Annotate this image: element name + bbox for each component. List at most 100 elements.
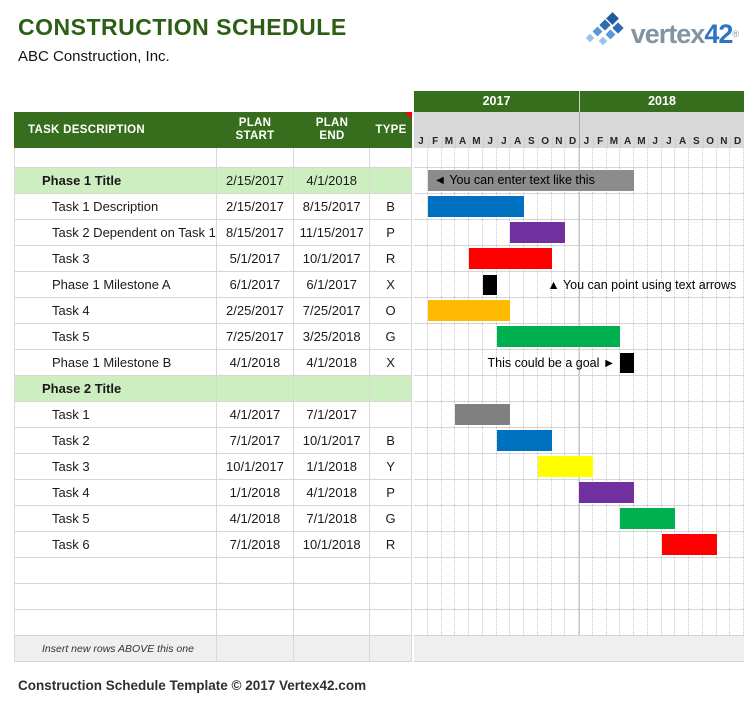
- plan-end-cell[interactable]: 4/1/2018: [294, 168, 371, 193]
- milestone-marker[interactable]: [620, 353, 634, 373]
- month-grid-cell: [565, 636, 579, 661]
- gantt-bar[interactable]: [510, 222, 566, 243]
- task-description-cell[interactable]: [15, 558, 217, 583]
- type-cell[interactable]: O: [370, 298, 413, 323]
- gantt-bar[interactable]: [661, 534, 717, 555]
- plan-end-cell[interactable]: 10/1/2018: [294, 532, 371, 557]
- task-description-cell[interactable]: Task 2 Dependent on Task 1: [15, 220, 217, 245]
- plan-end-cell[interactable]: 7/1/2017: [294, 402, 371, 427]
- vertex42-logo[interactable]: vertex42 ®: [581, 12, 739, 55]
- type-cell[interactable]: [370, 636, 413, 661]
- type-cell[interactable]: G: [370, 506, 413, 531]
- plan-end-cell[interactable]: 1/1/2018: [294, 454, 371, 479]
- gantt-bar[interactable]: [496, 430, 552, 451]
- gantt-bar[interactable]: [537, 456, 593, 477]
- plan-start-cell[interactable]: 2/25/2017: [217, 298, 295, 323]
- gantt-bar[interactable]: [427, 196, 524, 217]
- type-cell[interactable]: [370, 168, 413, 193]
- plan-end-cell[interactable]: 3/25/2018: [294, 324, 371, 349]
- task-description-cell[interactable]: Task 2: [15, 428, 217, 453]
- type-cell[interactable]: [370, 610, 413, 635]
- task-description-cell[interactable]: Task 5: [15, 324, 217, 349]
- task-description-cell[interactable]: Task 6: [15, 532, 217, 557]
- type-cell[interactable]: [370, 376, 413, 401]
- gantt-bar[interactable]: [579, 482, 634, 503]
- plan-end-cell[interactable]: 10/1/2017: [294, 246, 371, 271]
- plan-start-cell[interactable]: 4/1/2018: [217, 506, 295, 531]
- plan-start-cell[interactable]: 1/1/2018: [217, 480, 295, 505]
- plan-start-cell[interactable]: 7/25/2017: [217, 324, 295, 349]
- plan-start-cell[interactable]: 4/1/2018: [217, 350, 295, 375]
- task-description-cell[interactable]: Phase 1 Milestone A: [15, 272, 217, 297]
- type-cell[interactable]: B: [370, 428, 413, 453]
- plan-end-cell[interactable]: 6/1/2017: [294, 272, 371, 297]
- task-description-cell[interactable]: Phase 1 Milestone B: [15, 350, 217, 375]
- gantt-annotation[interactable]: ▲ You can point using text arrows: [547, 277, 737, 292]
- gantt-bar[interactable]: [455, 404, 511, 425]
- milestone-marker[interactable]: [482, 275, 497, 295]
- plan-start-cell[interactable]: 6/1/2017: [217, 272, 295, 297]
- plan-start-cell[interactable]: [217, 376, 295, 401]
- plan-start-cell[interactable]: [217, 148, 295, 167]
- task-description-cell[interactable]: [15, 610, 217, 635]
- type-cell[interactable]: P: [370, 480, 413, 505]
- month-grid-cell: [428, 376, 442, 401]
- gantt-bar[interactable]: ◄ You can enter text like this: [427, 170, 634, 191]
- plan-end-cell[interactable]: 4/1/2018: [294, 350, 371, 375]
- type-cell[interactable]: G: [370, 324, 413, 349]
- month-grid-cell: [593, 532, 607, 557]
- plan-start-cell[interactable]: 10/1/2017: [217, 454, 295, 479]
- task-description-cell[interactable]: Task 1: [15, 402, 217, 427]
- plan-start-cell[interactable]: [217, 584, 295, 609]
- plan-start-cell[interactable]: 2/15/2017: [217, 194, 295, 219]
- type-cell[interactable]: [370, 148, 413, 167]
- plan-end-cell[interactable]: 8/15/2017: [294, 194, 371, 219]
- gantt-bar[interactable]: [427, 300, 511, 321]
- plan-start-cell[interactable]: 5/1/2017: [217, 246, 295, 271]
- plan-start-cell[interactable]: [217, 610, 295, 635]
- type-cell[interactable]: Y: [370, 454, 413, 479]
- gantt-annotation[interactable]: This could be a goal ►: [487, 355, 616, 370]
- type-cell[interactable]: P: [370, 220, 413, 245]
- type-cell[interactable]: X: [370, 272, 413, 297]
- type-cell[interactable]: [370, 584, 413, 609]
- task-description-cell[interactable]: Task 5: [15, 506, 217, 531]
- plan-end-cell[interactable]: 11/15/2017: [294, 220, 371, 245]
- plan-end-cell[interactable]: [294, 376, 371, 401]
- task-description-cell[interactable]: [15, 584, 217, 609]
- type-cell[interactable]: [370, 402, 413, 427]
- task-description-cell[interactable]: Task 1 Description: [15, 194, 217, 219]
- plan-end-cell[interactable]: [294, 610, 371, 635]
- task-description-cell[interactable]: Task 4: [15, 480, 217, 505]
- plan-start-cell[interactable]: 8/15/2017: [217, 220, 295, 245]
- plan-start-cell[interactable]: [217, 636, 295, 661]
- task-description-cell[interactable]: [15, 148, 217, 167]
- task-description-cell[interactable]: Task 3: [15, 246, 217, 271]
- task-description-cell[interactable]: Phase 1 Title: [15, 168, 217, 193]
- plan-end-cell[interactable]: [294, 636, 371, 661]
- plan-start-cell[interactable]: 7/1/2017: [217, 428, 295, 453]
- task-description-cell[interactable]: Task 3: [15, 454, 217, 479]
- type-cell[interactable]: [370, 558, 413, 583]
- task-description-cell[interactable]: Task 4: [15, 298, 217, 323]
- plan-end-cell[interactable]: 7/25/2017: [294, 298, 371, 323]
- gantt-bar[interactable]: [496, 326, 621, 347]
- task-description-cell[interactable]: Insert new rows ABOVE this one: [15, 636, 217, 661]
- type-cell[interactable]: X: [370, 350, 413, 375]
- plan-end-cell[interactable]: [294, 584, 371, 609]
- plan-end-cell[interactable]: 4/1/2018: [294, 480, 371, 505]
- gantt-bar[interactable]: [469, 248, 552, 269]
- plan-end-cell[interactable]: [294, 148, 371, 167]
- type-cell[interactable]: R: [370, 246, 413, 271]
- type-cell[interactable]: R: [370, 532, 413, 557]
- task-description-cell[interactable]: Phase 2 Title: [15, 376, 217, 401]
- plan-start-cell[interactable]: 7/1/2018: [217, 532, 295, 557]
- plan-start-cell[interactable]: 4/1/2017: [217, 402, 295, 427]
- type-cell[interactable]: B: [370, 194, 413, 219]
- plan-end-cell[interactable]: 10/1/2017: [294, 428, 371, 453]
- plan-end-cell[interactable]: [294, 558, 371, 583]
- plan-start-cell[interactable]: [217, 558, 295, 583]
- plan-end-cell[interactable]: 7/1/2018: [294, 506, 371, 531]
- plan-start-cell[interactable]: 2/15/2017: [217, 168, 295, 193]
- gantt-bar[interactable]: [620, 508, 676, 529]
